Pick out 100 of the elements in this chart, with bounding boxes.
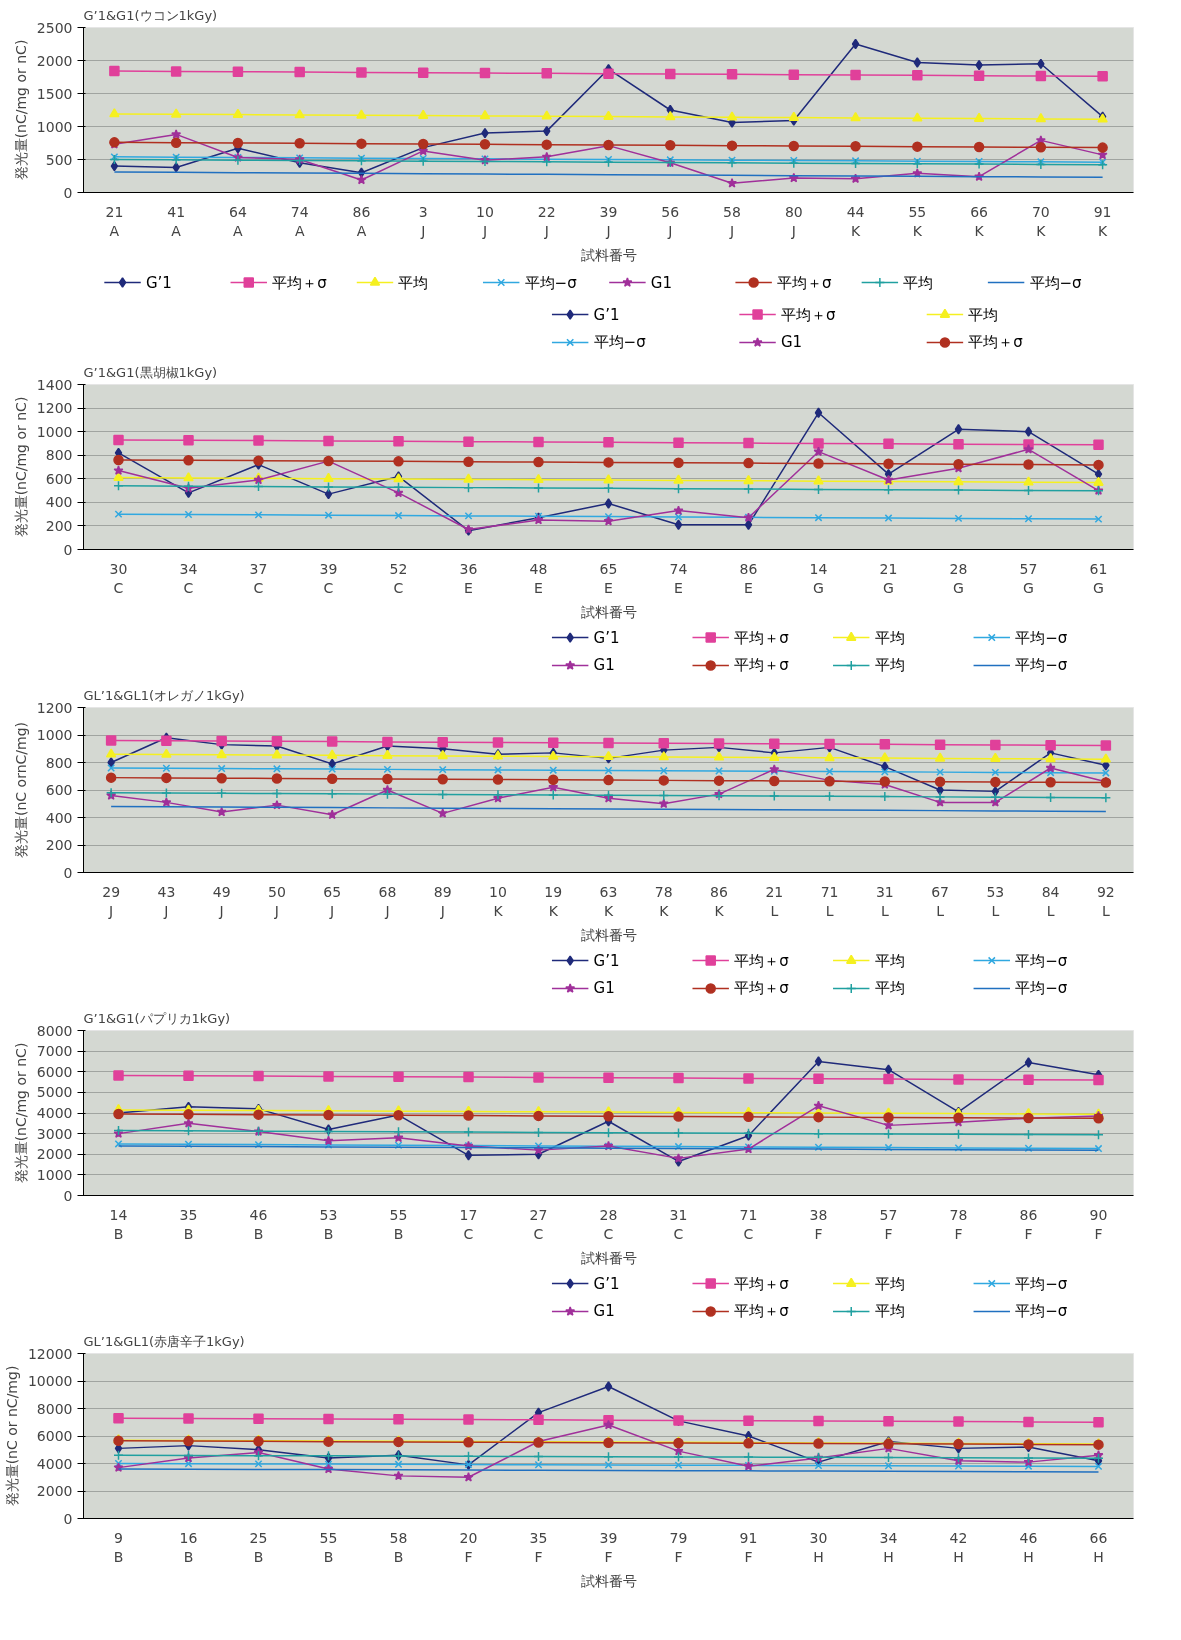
x-tick-label: 35 F xyxy=(529,1529,548,1565)
legend-label: G’1 xyxy=(145,273,172,292)
y-tick-label: 200 xyxy=(45,517,73,534)
legend-label: 平均 xyxy=(874,656,905,675)
x-tick-label: 50 J xyxy=(268,883,286,919)
y-tick-label: 5000 xyxy=(36,1084,73,1101)
x-tick-label: 92 L xyxy=(1096,883,1115,919)
y-tick-label: 800 xyxy=(45,754,73,771)
x-tick-label: 34 H xyxy=(879,1529,898,1565)
y-tick-label: 0 xyxy=(63,1510,73,1527)
legend-label: G1 xyxy=(780,333,803,352)
x-tick-label: 66 H xyxy=(1089,1529,1108,1565)
legend-label: 平均＋σ xyxy=(734,1302,790,1321)
x-tick-label: 31 L xyxy=(875,883,894,919)
x-tick-label: 55 B xyxy=(319,1529,338,1565)
x-tick-label: 65 J xyxy=(323,883,342,919)
y-tick-label: 4000 xyxy=(36,1455,73,1472)
x-tick-label: 68 J xyxy=(378,883,397,919)
x-tick-label: 91 F xyxy=(739,1529,758,1565)
chart-title: G’1&G1(パプリカ1kGy) xyxy=(83,1010,231,1026)
x-tick-label: 46 H xyxy=(1019,1529,1038,1565)
y-tick-label: 1200 xyxy=(36,699,73,716)
y-tick-label: 1000 xyxy=(36,423,73,440)
y-tick-label: 1000 xyxy=(36,118,73,135)
x-axis-title: 試料番号 xyxy=(580,603,637,620)
legend-label: 平均−σ xyxy=(593,333,647,352)
x-tick-label: 66 K xyxy=(970,203,989,239)
x-tick-label: 43 J xyxy=(157,883,176,919)
x-tick-label: 78 K xyxy=(654,883,673,919)
x-tick-label: 30 C xyxy=(109,560,128,596)
x-tick-label: 29 J xyxy=(102,883,121,919)
x-tick-label: 37 C xyxy=(249,560,268,596)
x-tick-label: 19 K xyxy=(544,883,563,919)
legend-label: 平均＋σ xyxy=(780,305,836,324)
legend-label: 平均−σ xyxy=(1015,656,1068,675)
y-tick-label: 500 xyxy=(45,151,73,168)
x-tick-label: 31 C xyxy=(669,1206,688,1242)
y-tick-label: 200 xyxy=(45,837,73,853)
y-tick-label: 600 xyxy=(45,470,73,487)
x-tick-label: 63 K xyxy=(599,883,618,919)
x-tick-label: 90 F xyxy=(1089,1206,1108,1242)
y-axis-title: 発光量(nC ornC/mg) xyxy=(12,721,29,858)
y-tick-label: 2000 xyxy=(36,1146,73,1163)
x-tick-label: 71 C xyxy=(739,1206,758,1242)
x-tick-label: 36 E xyxy=(459,560,478,596)
legend-label: 平均−σ xyxy=(524,273,578,292)
chart-title: GL’1&GL1(赤唐辛子1kGy) xyxy=(83,1333,245,1349)
x-tick-label: 55 B xyxy=(389,1206,408,1242)
x-tick-label: 79 F xyxy=(669,1529,688,1565)
legend-label: 平均 xyxy=(903,273,934,292)
x-tick-label: 70 K xyxy=(1031,203,1050,239)
legend-label: 平均＋σ xyxy=(777,273,833,292)
legend-label: G1 xyxy=(593,656,615,675)
y-axis-title: 発光量(nC or nC/mg) xyxy=(3,1365,20,1507)
legend-label: G’1 xyxy=(593,1274,620,1293)
y-tick-label: 1000 xyxy=(36,1166,73,1183)
x-tick-label: 28 C xyxy=(599,1206,618,1242)
x-tick-label: 86 E xyxy=(739,560,758,596)
legend-label: G’1 xyxy=(593,951,620,970)
x-tick-label: 38 F xyxy=(809,1206,828,1242)
x-tick-label: 46 B xyxy=(249,1206,268,1242)
x-tick-label: 91 K xyxy=(1093,203,1112,239)
y-tick-label: 0 xyxy=(63,541,73,558)
legend-label: G1 xyxy=(650,273,673,292)
y-tick-label: 2000 xyxy=(36,52,73,69)
y-tick-label: 7000 xyxy=(36,1043,73,1060)
legend-label: 平均＋σ xyxy=(734,951,790,970)
legend-label: 平均−σ xyxy=(1015,979,1068,998)
x-tick-label: 84 L xyxy=(1041,883,1060,919)
x-tick-label: 61 G xyxy=(1089,560,1108,596)
x-tick-label: 55 K xyxy=(908,203,927,239)
x-tick-label: 27 C xyxy=(529,1206,548,1242)
x-tick-label: 9 B xyxy=(113,1529,124,1565)
y-tick-label: 400 xyxy=(45,809,73,826)
legend-label: 平均 xyxy=(874,979,905,998)
legend-label: 平均＋σ xyxy=(734,1274,790,1293)
x-tick-label: 14 G xyxy=(809,560,828,596)
legend-label: 平均−σ xyxy=(1015,628,1068,647)
y-tick-label: 1400 xyxy=(36,376,73,393)
y-tick-label: 0 xyxy=(63,1187,73,1204)
y-axis-title: 発光量(nC/mg or nC) xyxy=(12,39,29,181)
legend-label: G1 xyxy=(593,979,615,998)
y-tick-label: 800 xyxy=(45,447,73,464)
x-tick-label: 86 F xyxy=(1019,1206,1038,1242)
x-tick-label: 30 H xyxy=(809,1529,828,1565)
x-axis-title: 試料番号 xyxy=(580,1249,637,1266)
y-tick-label: 2000 xyxy=(36,1483,73,1499)
chart-title: GL’1&GL1(オレガノ1kGy) xyxy=(83,687,245,703)
legend-label: 平均＋σ xyxy=(734,979,790,998)
legend-label: 平均−σ xyxy=(1015,1302,1068,1321)
legend-label: 平均 xyxy=(968,305,999,324)
y-tick-label: 1500 xyxy=(36,85,73,102)
x-tick-label: 41 A xyxy=(167,203,186,239)
x-tick-label: 44 K xyxy=(846,203,865,239)
x-tick-label: 39 F xyxy=(599,1529,618,1565)
x-tick-label: 3 J xyxy=(418,203,428,239)
legend-label: 平均−σ xyxy=(1015,951,1068,970)
chart-title: G’1&G1(ウコン1kGy) xyxy=(83,7,218,23)
y-tick-label: 4000 xyxy=(36,1105,73,1121)
legend-label: 平均＋σ xyxy=(734,628,790,647)
